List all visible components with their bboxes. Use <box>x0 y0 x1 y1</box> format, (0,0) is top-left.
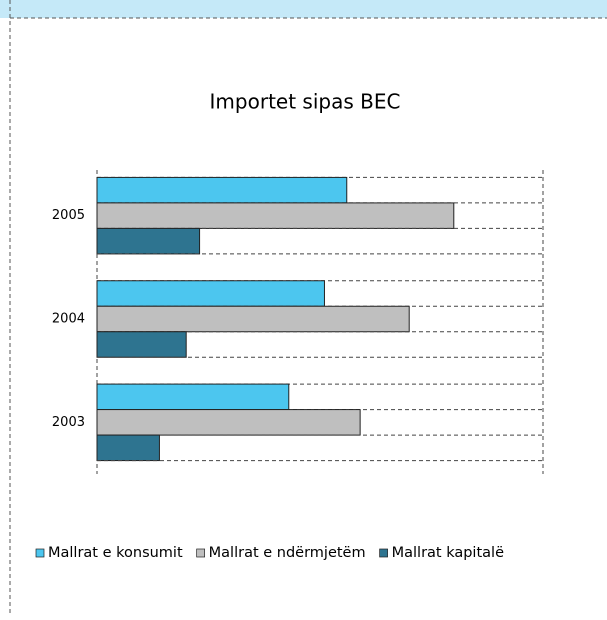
bar <box>96 280 325 307</box>
y-tick-label: 2003 <box>52 415 85 430</box>
chart-title: Importet sipas BEC <box>210 90 401 114</box>
bar <box>96 331 187 358</box>
legend-label: Mallrat e ndërmjetëm <box>209 545 366 561</box>
legend-label: Mallrat e konsumit <box>48 545 183 561</box>
legend-swatch <box>35 548 45 558</box>
bar <box>96 409 361 436</box>
bar <box>96 202 455 229</box>
y-tick-label: 2004 <box>52 312 85 327</box>
bar <box>96 176 348 204</box>
legend-swatch <box>379 548 388 558</box>
y-tick-label: 2005 <box>52 208 85 223</box>
bar <box>96 383 290 411</box>
bar <box>96 227 201 255</box>
legend-label: Mallrat kapitalë <box>392 545 504 561</box>
bar <box>96 434 160 462</box>
bar <box>96 305 410 333</box>
header-band <box>0 0 607 18</box>
legend-swatch <box>196 548 206 558</box>
